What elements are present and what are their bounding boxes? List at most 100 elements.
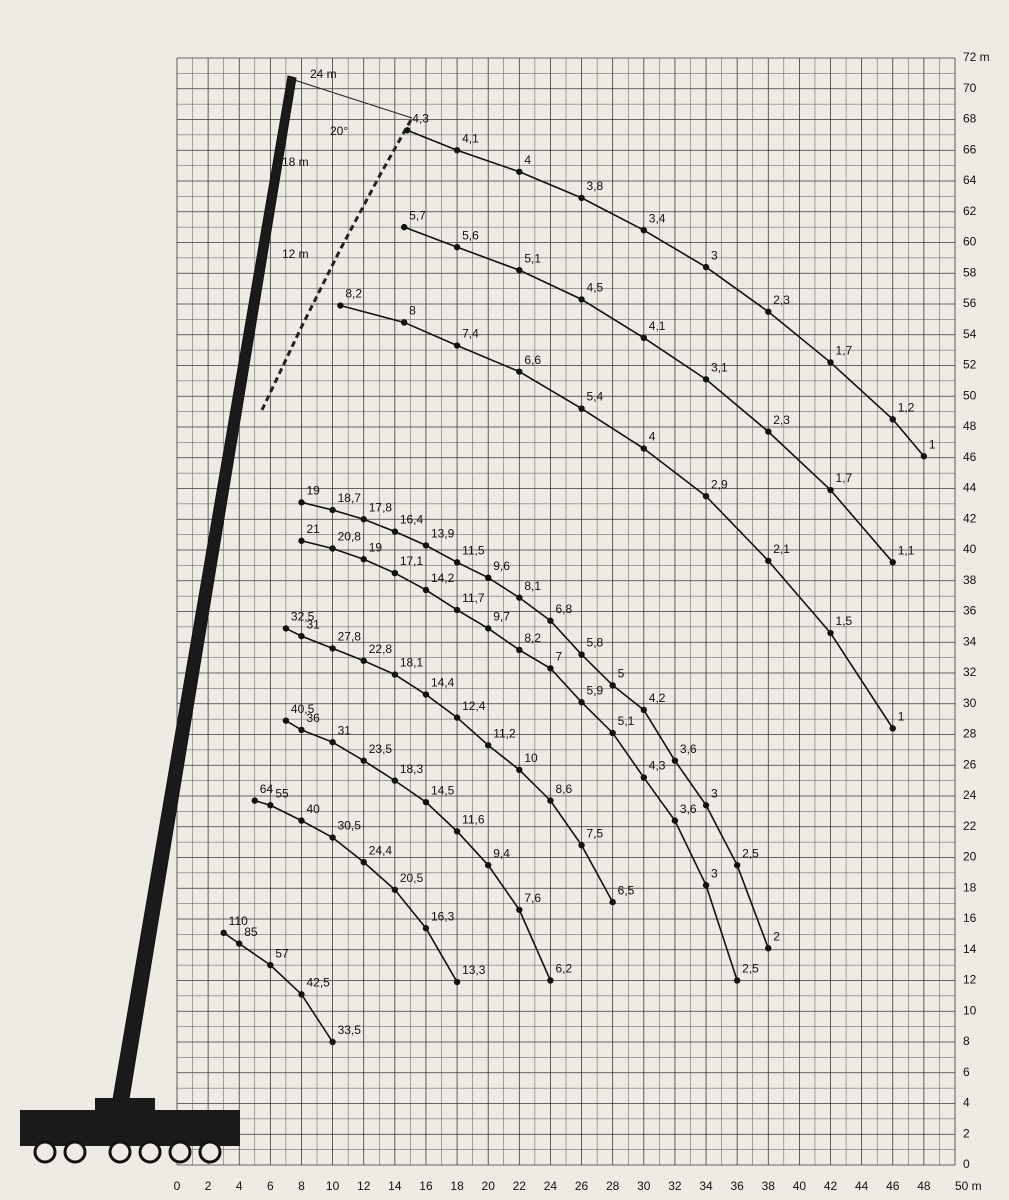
load-label: 19	[369, 540, 383, 554]
load-label: 5,6	[462, 228, 479, 242]
load-label: 3,8	[587, 179, 604, 193]
y-tick-label: 2	[963, 1126, 970, 1140]
y-tick-label: 36	[963, 604, 977, 618]
x-tick-label: 2	[205, 1179, 212, 1193]
load-point	[329, 645, 336, 652]
load-point	[889, 416, 896, 423]
load-label: 11,5	[462, 543, 485, 557]
load-label: 4,3	[412, 111, 429, 125]
load-label: 2,9	[711, 477, 728, 491]
load-point	[422, 691, 430, 698]
load-label: 40	[306, 802, 320, 816]
load-label: 10	[524, 751, 538, 765]
load-point	[391, 569, 399, 577]
load-label: 31	[306, 617, 320, 631]
load-label: 7,5	[587, 826, 604, 840]
load-label: 33,5	[338, 1023, 362, 1037]
y-tick-label: 32	[963, 665, 977, 679]
x-tick-label: 10	[326, 1179, 340, 1193]
load-point	[733, 861, 741, 869]
load-point	[609, 898, 616, 906]
load-point	[640, 227, 647, 234]
load-point	[282, 625, 290, 632]
load-point	[578, 651, 585, 658]
load-label: 3,6	[680, 802, 697, 816]
y-tick-label: 4	[963, 1096, 970, 1110]
load-label: 20,8	[338, 530, 362, 544]
load-point	[889, 725, 896, 732]
load-point	[360, 556, 367, 563]
load-label: 32,5	[291, 610, 315, 624]
load-curve	[285, 627, 614, 903]
load-label: 14,2	[431, 571, 455, 585]
load-point	[702, 802, 710, 809]
load-label: 3	[711, 786, 718, 800]
load-point	[578, 699, 585, 706]
load-point	[640, 445, 647, 452]
load-label: 23,5	[369, 742, 393, 756]
wheel	[63, 1140, 87, 1164]
load-label: 57	[275, 946, 289, 960]
x-tick-label: 6	[267, 1179, 274, 1193]
load-label: 6,2	[555, 962, 572, 976]
load-label: 9,4	[493, 846, 510, 860]
load-curve	[254, 799, 458, 983]
load-label: 8,1	[524, 579, 541, 593]
load-point	[640, 334, 647, 342]
load-label: 8,6	[555, 782, 572, 796]
x-tick-label: 14	[388, 1179, 402, 1193]
load-label: 3,4	[649, 211, 666, 225]
load-point	[547, 665, 554, 672]
y-tick-label: 48	[963, 419, 977, 433]
y-tick-label: 0	[963, 1157, 970, 1171]
load-curve	[406, 129, 925, 457]
load-label: 18,3	[400, 762, 424, 776]
load-point	[485, 742, 492, 749]
x-tick-label: 38	[762, 1179, 776, 1193]
boom	[111, 75, 297, 1106]
load-label: 27,8	[338, 630, 362, 644]
x-tick-label: 48	[917, 1179, 931, 1193]
load-point	[702, 881, 710, 889]
y-tick-label: 18	[963, 880, 977, 894]
load-label: 3,6	[680, 742, 697, 756]
load-point	[391, 777, 399, 784]
load-label: 8	[409, 304, 416, 318]
load-label: 1,7	[836, 344, 853, 358]
x-tick-label: 4	[236, 1179, 243, 1193]
load-point	[329, 545, 336, 552]
load-label: 36	[306, 711, 320, 725]
load-point	[578, 842, 585, 849]
load-label: 16,4	[400, 513, 424, 527]
load-label: 4	[649, 430, 656, 444]
y-tick-label: 70	[963, 81, 977, 95]
load-point	[422, 925, 430, 932]
load-point	[547, 617, 554, 624]
load-point	[298, 817, 305, 824]
truck-cab	[95, 1098, 155, 1114]
load-label: 13,9	[431, 527, 455, 541]
load-point	[516, 368, 523, 375]
load-point	[400, 223, 408, 231]
x-tick-label: 22	[513, 1179, 527, 1193]
y-tick-label: 16	[963, 911, 977, 925]
load-label: 110	[229, 914, 248, 928]
load-label: 13,3	[462, 963, 486, 977]
load-label: 2	[773, 929, 780, 943]
load-label: 30,5	[338, 819, 362, 833]
load-point	[485, 861, 492, 869]
load-point	[298, 632, 305, 640]
x-tick-label: 20	[482, 1179, 496, 1193]
y-tick-label: 14	[963, 942, 977, 956]
load-label: 16,3	[431, 909, 455, 923]
annotation: 12 m	[282, 247, 309, 261]
load-point	[516, 266, 523, 274]
load-label: 17,8	[369, 500, 393, 514]
load-label: 5,1	[524, 251, 541, 265]
load-curve	[301, 501, 770, 949]
load-label: 1	[929, 437, 936, 451]
load-point	[609, 682, 616, 689]
load-point	[516, 594, 523, 601]
y-tick-label: 6	[963, 1065, 970, 1079]
load-point	[765, 428, 772, 435]
